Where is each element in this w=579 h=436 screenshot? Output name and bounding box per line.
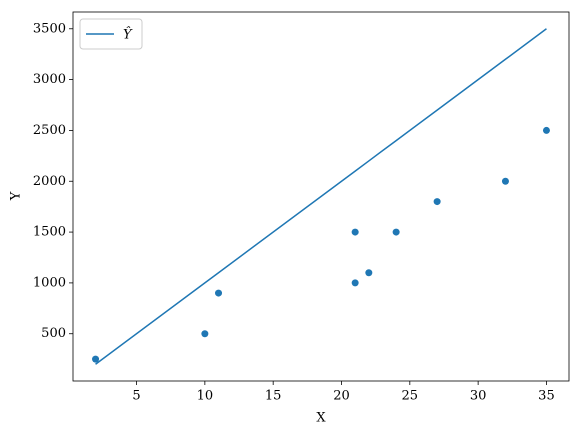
legend-label: Ŷ [123, 27, 133, 43]
y-tick-label: 2000 [33, 174, 66, 189]
x-axis-label: X [316, 411, 326, 426]
x-tick-label: 15 [265, 389, 282, 404]
y-tick-label: 1000 [33, 275, 66, 290]
point [433, 198, 441, 206]
x-tick-label: 25 [402, 389, 419, 404]
y-tick-label: 2500 [33, 123, 66, 138]
x-tick-label: 20 [333, 389, 350, 404]
y-tick-label: 3500 [33, 21, 66, 36]
point [392, 228, 400, 236]
x-tick-label: 30 [470, 389, 487, 404]
x-tick-label: 5 [132, 389, 140, 404]
point [542, 126, 550, 134]
point [215, 289, 223, 297]
x-tick-label: 35 [538, 389, 555, 404]
plot-frame [72, 11, 570, 382]
point [351, 228, 359, 236]
y-tick-label: 3000 [33, 72, 66, 87]
point [201, 330, 209, 338]
point [92, 355, 100, 363]
y-axis-label: Y [9, 191, 24, 201]
point [501, 177, 509, 185]
point [351, 279, 359, 287]
y-tick-label: 500 [41, 326, 66, 341]
x-tick-label: 10 [197, 389, 214, 404]
fit-line [95, 28, 547, 365]
y-tick-label: 1500 [33, 225, 66, 240]
point [365, 269, 373, 277]
